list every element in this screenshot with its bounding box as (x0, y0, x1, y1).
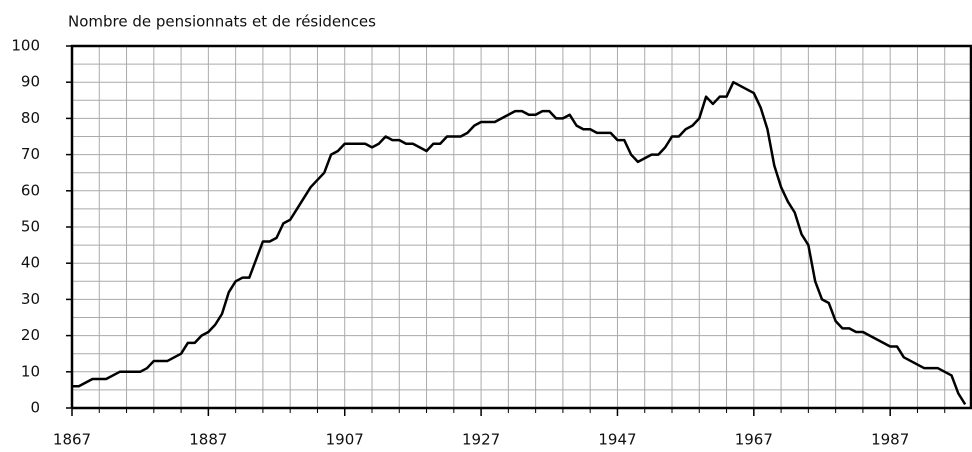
x-tick-label: 1907 (326, 431, 364, 449)
x-tick-label: 1867 (53, 431, 91, 449)
x-tick-label: 1987 (871, 431, 909, 449)
line (72, 80, 967, 406)
plot-frame (70, 44, 972, 408)
y-tick-label: 90 (21, 73, 40, 91)
y-tick-label: 80 (21, 109, 40, 127)
x-tick-label: 1967 (735, 431, 773, 449)
x-tick-label: 1887 (189, 431, 227, 449)
y-tick-label: 50 (21, 218, 40, 236)
y-tick-label: 100 (11, 37, 40, 55)
y-tick-label: 60 (21, 181, 40, 199)
y-tick-label: 20 (21, 326, 40, 344)
y-tick-label: 30 (21, 290, 40, 308)
x-tick-label: 1927 (462, 431, 500, 449)
y-tick-label: 70 (21, 145, 40, 163)
y-tick-label: 10 (21, 362, 40, 380)
y-tick-label: 40 (21, 254, 40, 272)
y-tick-label: 0 (30, 399, 40, 417)
chart-title: Nombre de pensionnats et de résidences (68, 13, 376, 31)
x-tick-label: 1947 (598, 431, 636, 449)
